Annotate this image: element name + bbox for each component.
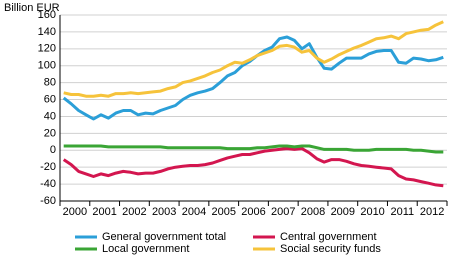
y-tick-label: 80	[44, 77, 56, 89]
y-tick-label: 160	[38, 9, 56, 21]
x-tick-label: 2012	[420, 206, 444, 218]
series-line	[63, 20, 444, 98]
y-tick-label: 60	[44, 93, 56, 105]
y-tick-label: 120	[38, 43, 56, 55]
legend-label: Central government	[280, 231, 377, 243]
y-tick-label: -20	[40, 161, 56, 173]
series-line	[62, 147, 444, 188]
x-tick-label: 2001	[92, 206, 116, 218]
legend-label: Social security funds	[280, 243, 381, 255]
x-tick-label: 2003	[152, 206, 176, 218]
x-tick-label: 2006	[241, 206, 265, 218]
x-tick-label: 2005	[211, 206, 235, 218]
x-tick-label: 2004	[182, 206, 206, 218]
series-line	[63, 144, 444, 154]
y-tick-label: 100	[38, 60, 56, 72]
x-tick-label: 2011	[391, 206, 415, 218]
y-tick-label: 140	[38, 26, 56, 38]
legend-label: Local government	[102, 243, 189, 255]
x-tick-label: 2002	[122, 206, 146, 218]
x-tick-label: 2008	[301, 206, 325, 218]
legend-label: General government total	[102, 231, 226, 243]
y-axis-label: Billion EUR	[4, 2, 60, 14]
y-tick-label: 40	[44, 110, 56, 122]
y-tick-label: 20	[44, 127, 56, 139]
y-tick-label: 0	[50, 144, 56, 156]
x-tick-label: 2010	[360, 206, 384, 218]
x-tick-label: 2007	[271, 206, 295, 218]
y-tick-label: -40	[40, 178, 56, 190]
y-tick-label: -60	[40, 195, 56, 207]
x-tick-label: 2000	[63, 206, 87, 218]
x-tick-label: 2009	[331, 206, 355, 218]
